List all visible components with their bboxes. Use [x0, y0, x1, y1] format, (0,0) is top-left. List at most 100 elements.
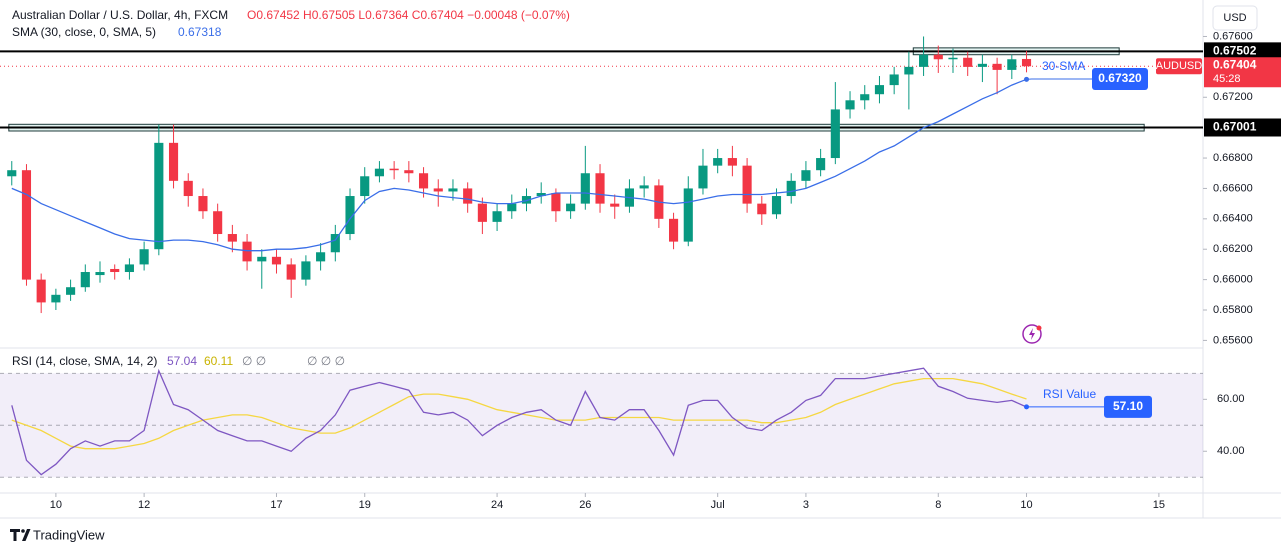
candle-body: [860, 94, 870, 101]
candle-body: [1021, 58, 1032, 67]
candle-body: [948, 57, 958, 60]
sma-line: [11, 78, 1027, 252]
x-tick-label: 19: [359, 499, 371, 511]
candle-body: [477, 203, 487, 222]
alert-icon[interactable]: [1022, 324, 1042, 344]
candle-body: [801, 170, 811, 181]
candle-body: [492, 211, 502, 222]
rsi-extra: ∅ ∅: [242, 354, 266, 368]
candle-body: [845, 100, 855, 110]
candle-body: [301, 261, 311, 280]
x-tick-label: 8: [935, 499, 941, 511]
candle-body: [36, 279, 46, 303]
x-tick-label: 10: [1020, 499, 1032, 511]
candle-body: [389, 168, 399, 171]
candle-body: [889, 74, 899, 86]
candle-body: [124, 264, 134, 273]
rsi-extra-2: ∅ ∅ ∅: [307, 354, 345, 368]
candle-body: [713, 158, 723, 166]
candle-body: [551, 192, 561, 212]
sma-tag-label: 0.67320: [1098, 71, 1142, 85]
y-tick-label: 0.66800: [1213, 152, 1253, 164]
candle-body: [198, 196, 208, 212]
x-tick-label: 24: [491, 499, 503, 511]
x-tick-label: 15: [1153, 499, 1165, 511]
candle-body: [80, 272, 90, 288]
candle-body: [507, 203, 517, 212]
candle-body: [404, 170, 414, 174]
candle-body: [595, 173, 605, 204]
candle-body: [639, 185, 649, 189]
candle-body: [786, 180, 796, 197]
candle-body: [316, 252, 326, 262]
x-tick-label: Jul: [711, 499, 725, 511]
candle-body: [463, 188, 473, 204]
candle-body: [874, 85, 885, 95]
candle-body: [330, 234, 340, 253]
ohlc-header: O0.67452 H0.67505 L0.67364 C0.67404 −0.0…: [247, 8, 570, 22]
plot: 0.67502 0.67001 0.65600 0.65800 0.66000 0.662…: [0, 30, 1281, 511]
legend-bg: [0, 5, 580, 41]
countdown: 45:28: [1213, 73, 1241, 85]
candle-body: [771, 196, 782, 215]
level-tag-label: 0.67001: [1213, 120, 1257, 134]
x-tick-label: 10: [50, 499, 62, 511]
candle-body: [830, 109, 840, 159]
rsi-value: 57.04: [167, 354, 197, 368]
candle-body: [183, 180, 193, 197]
candle-body: [374, 168, 384, 177]
rsi-line: [11, 367, 1027, 476]
candle-body: [919, 54, 929, 67]
candle-body: [257, 256, 267, 262]
candle-body: [992, 63, 1002, 70]
candle-body: [51, 294, 61, 303]
candle-body: [580, 173, 590, 204]
rsi-y-tick-label: 40.00: [1217, 445, 1245, 457]
currency-button[interactable]: [1212, 5, 1258, 31]
sma-label: SMA (30, close, 0, SMA, 5): [12, 25, 156, 39]
chart-title: Australian Dollar / U.S. Dollar, 4h, FXC…: [12, 8, 228, 22]
candle-body: [536, 192, 546, 197]
candle-body: [977, 63, 987, 67]
y-tick-label: 0.67200: [1213, 91, 1253, 103]
candle-body: [757, 203, 767, 215]
price-tag-label: 0.67404: [1213, 57, 1257, 71]
candle-body: [1007, 59, 1017, 70]
candle-body: [95, 272, 105, 276]
level-tag: [1204, 42, 1281, 61]
rsi-sma-value: 60.11: [204, 354, 233, 368]
symbol-tag: [1156, 58, 1202, 75]
level-tag-label: 0.67502: [1213, 44, 1257, 58]
rsi-label: RSI (14, close, SMA, 14, 2): [12, 354, 157, 368]
candle-body: [168, 142, 179, 181]
symbol-tag-label: AUDUSD: [1156, 60, 1203, 72]
logo: [10, 529, 31, 541]
logo-dot: [21, 529, 25, 533]
candle-body: [669, 218, 679, 242]
candle-body: [727, 158, 737, 166]
rsi-tag: [1104, 395, 1152, 418]
rsi-sma-line: [11, 377, 1027, 450]
rsi-tag-label: 57.10: [1113, 399, 1143, 413]
y-tick-label: 0.66200: [1213, 243, 1253, 255]
candle-body: [271, 256, 282, 265]
y-tick-label: 0.67600: [1213, 30, 1253, 42]
candle-body: [433, 188, 443, 192]
candle-body: [904, 66, 914, 75]
candle-body: [566, 203, 576, 212]
price-tag: [1204, 57, 1281, 88]
y-tick-label: 0.66600: [1213, 182, 1253, 194]
candle-body: [698, 165, 708, 189]
y-tick-label: 0.65800: [1213, 304, 1253, 316]
logo-icon: [10, 529, 31, 541]
candle-body: [286, 264, 296, 280]
candle-body: [742, 165, 752, 204]
candle-body: [963, 57, 973, 67]
candle-body: [242, 241, 252, 262]
x-tick-label: 12: [138, 499, 150, 511]
candle-body: [610, 203, 620, 207]
x-tick-label: 17: [270, 499, 282, 511]
candle-body: [345, 196, 355, 235]
sma-annotation: 30-SMA: [1042, 59, 1085, 73]
